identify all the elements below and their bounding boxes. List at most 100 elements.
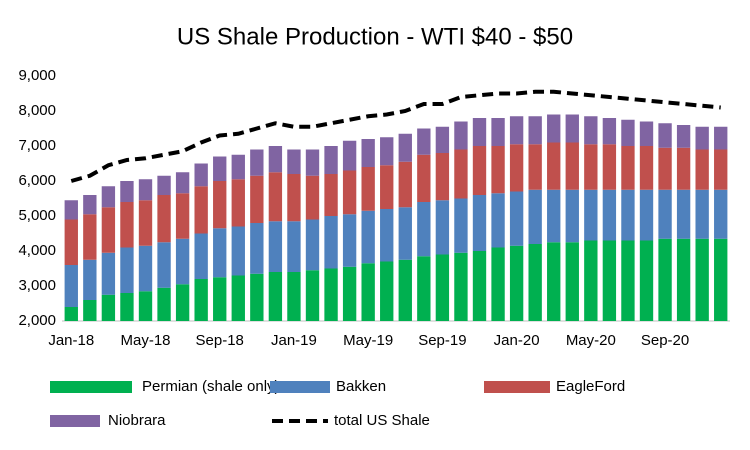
- legend-swatch: [50, 415, 100, 427]
- bar-segment: [565, 189, 579, 243]
- bar-segment: [268, 272, 283, 321]
- bar-segment: [658, 189, 672, 239]
- bar-segment: [287, 272, 301, 321]
- bar-segment: [287, 149, 301, 174]
- bar-segment: [621, 119, 635, 146]
- bar-segment: [120, 181, 134, 202]
- bar-segment: [435, 254, 450, 321]
- bar-segment: [157, 287, 171, 321]
- bar-segment: [305, 219, 320, 271]
- bar-segment: [231, 226, 245, 276]
- bar-segment: [268, 221, 283, 272]
- bar-segment: [639, 146, 654, 190]
- bar-segment: [472, 251, 487, 321]
- bar-segment: [380, 261, 394, 321]
- bar-segment: [621, 146, 635, 190]
- bar-segment: [250, 175, 264, 223]
- bar-segment: [83, 259, 97, 300]
- bar-segment: [509, 191, 524, 246]
- bar-segment: [361, 263, 375, 321]
- legend-swatch: [50, 381, 132, 393]
- bar-segment: [398, 207, 412, 260]
- bar-segment: [361, 139, 375, 167]
- bar-segment: [658, 147, 672, 190]
- bar-segment: [324, 268, 338, 321]
- bar-segment: [676, 238, 691, 321]
- bar-segment: [250, 149, 264, 176]
- bar-segment: [138, 179, 153, 201]
- bar-segment: [138, 291, 153, 321]
- bar-segment: [64, 307, 78, 321]
- bar-segment: [528, 144, 542, 190]
- bar-segment: [231, 179, 245, 227]
- bar-segment: [547, 142, 561, 190]
- bar-segment: [287, 221, 301, 272]
- bar-segment: [454, 198, 468, 253]
- bar-segment: [157, 175, 171, 195]
- bar-segment: [213, 277, 227, 321]
- bar-segment: [138, 245, 153, 292]
- bar-segment: [454, 252, 468, 321]
- legend-label: Permian (shale only): [142, 378, 280, 395]
- bar-segment: [175, 238, 190, 285]
- bar-segment: [194, 233, 208, 279]
- bar-segment: [435, 126, 450, 153]
- bar-segment: [213, 156, 227, 181]
- bar-segment: [509, 245, 524, 321]
- x-tick-label: Jan-19: [271, 332, 317, 349]
- x-tick-label: Jan-20: [494, 332, 540, 349]
- bar-segment: [213, 228, 227, 278]
- bar-segment: [120, 247, 134, 293]
- bar-segment: [64, 265, 78, 307]
- y-tick-label: 2,000: [18, 312, 56, 329]
- bar-segment: [565, 142, 579, 190]
- bar-segment: [621, 240, 635, 321]
- y-tick-label: 3,000: [18, 277, 56, 294]
- bar-segment: [268, 146, 283, 173]
- bar-segment: [639, 240, 654, 321]
- bar-segment: [83, 214, 97, 260]
- x-tick-label: May-19: [343, 332, 393, 349]
- bar-segment: [175, 172, 190, 194]
- legend-swatch: [484, 381, 550, 393]
- bar-segment: [472, 195, 487, 251]
- bar-segment: [417, 256, 431, 321]
- bar-segment: [64, 219, 78, 265]
- legend-label: total US Shale: [334, 412, 430, 429]
- bar-segment: [658, 123, 672, 148]
- bar-segment: [602, 189, 617, 241]
- bar-segment: [584, 116, 598, 145]
- bar-segment: [584, 144, 598, 190]
- y-tick-label: 7,000: [18, 137, 56, 154]
- bar-segment: [231, 275, 245, 321]
- bar-segment: [120, 293, 134, 321]
- bar-segment: [324, 146, 338, 174]
- legend-label: Niobrara: [108, 412, 166, 429]
- bar-segment: [528, 116, 542, 145]
- x-tick-label: Sep-19: [418, 332, 466, 349]
- bar-segment: [324, 174, 338, 216]
- bar-segment: [194, 186, 208, 234]
- bar-segment: [695, 238, 709, 321]
- bar-segment: [268, 172, 283, 222]
- bar-segment: [120, 202, 134, 248]
- bar-segment: [565, 114, 579, 143]
- y-tick-label: 5,000: [18, 207, 56, 224]
- bar-segment: [83, 300, 97, 321]
- bar-segment: [547, 189, 561, 243]
- bar-segment: [138, 200, 153, 246]
- bar-segment: [324, 216, 338, 269]
- x-tick-label: Sep-18: [196, 332, 244, 349]
- bar-segment: [714, 189, 728, 239]
- bar-segment: [528, 244, 542, 321]
- x-tick-label: Sep-20: [641, 332, 689, 349]
- y-tick-label: 8,000: [18, 102, 56, 119]
- bar-segment: [695, 149, 709, 190]
- bar-segment: [361, 210, 375, 264]
- bar-segment: [584, 189, 598, 241]
- bar-segment: [565, 242, 579, 321]
- bar-segment: [528, 189, 542, 244]
- bar-segment: [398, 133, 412, 162]
- bar-segment: [472, 118, 487, 146]
- bar-segment: [639, 121, 654, 146]
